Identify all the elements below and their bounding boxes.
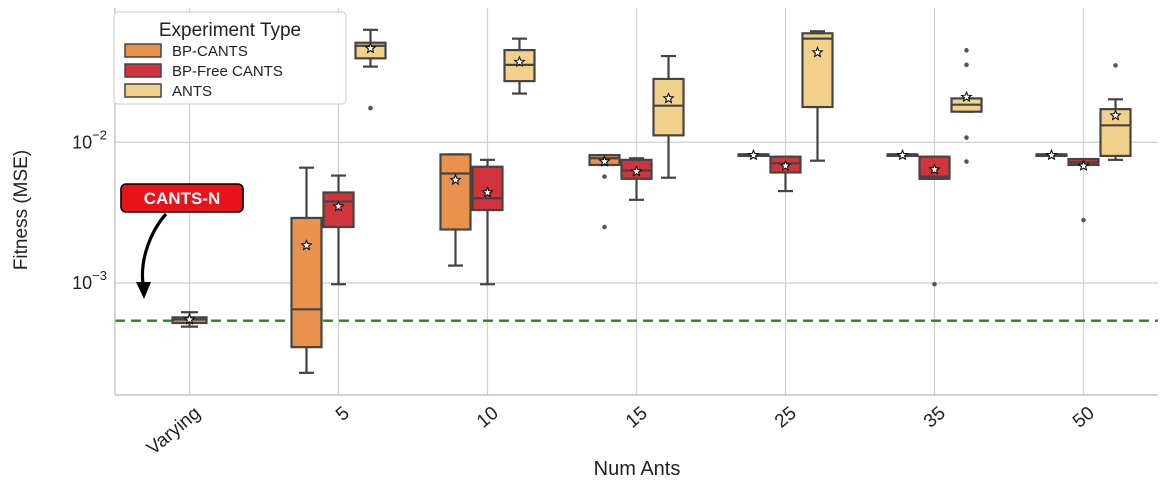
mean-marker [513,55,526,68]
y-tick-label: 10−3 [72,268,107,293]
annotation-text: CANTS-N [144,189,221,208]
legend-entry-label: BP-Free CANTS [172,63,283,80]
box-bp-cants-15 [588,154,621,230]
box-ants-10 [503,37,536,95]
legend-entry-label: BP-CANTS [172,43,248,60]
legend: Experiment Type BP-CANTS BP-Free CANTS ANT… [113,11,347,105]
outlier-point [368,105,373,111]
outlier-point [1081,217,1086,223]
x-tick-label: Varying [143,403,205,460]
outlier-point [602,224,607,230]
cants-n-annotation: CANTS-N [120,183,244,299]
box-body [652,77,685,137]
box-bp-free-cants-35 [918,155,951,287]
box-ants-50 [1099,63,1132,161]
mean-marker [960,90,973,103]
box-layer [171,28,1132,374]
outlier-point [964,135,969,140]
mean-marker [747,148,760,161]
legend-swatch [124,63,162,78]
y-axis-label: Fitness (MSE) [11,150,32,270]
box-bp-cants-5 [290,166,323,374]
legend-title: Experiment Type [159,20,301,41]
annotation-box [120,183,244,213]
mean-marker [364,42,377,54]
legend-swatch [124,43,162,58]
annotation-arrow-head [136,282,151,299]
x-tick-label: 50 [1069,403,1099,433]
box-bp-free-cants-15 [620,157,653,201]
mean-marker [811,46,824,58]
box-ants-25 [801,30,834,162]
mean-marker [630,165,643,177]
box-body [290,216,323,349]
x-tick-label: 10 [473,403,503,433]
outlier-point [964,48,969,53]
box-body [439,153,472,231]
outlier-point [964,159,969,164]
mean-marker [1077,159,1090,171]
legend-frame [113,11,347,105]
mean-marker [481,186,494,198]
box-bp-free-cants-5 [322,174,355,286]
y-tick-label: 10−2 [72,127,107,152]
x-tick-label: 35 [920,403,950,433]
outlier-point [964,62,969,68]
mean-marker [332,200,345,212]
annotation-arrow [140,212,168,285]
box-bp-cants-35 [886,148,919,161]
box-ants-5 [354,28,387,111]
mean-marker [779,159,792,171]
legend-swatch [124,83,162,98]
box-ants-35 [950,48,983,164]
legend-entry-label: ANTS [172,83,212,100]
outlier-point [1113,63,1118,68]
x-tick-label: 15 [622,403,652,433]
outlier-point [602,174,607,179]
box-bp-free-cants-25 [769,155,802,193]
box-body [801,32,834,109]
mean-marker [1045,148,1058,161]
mean-marker [896,148,909,161]
x-tick-label: 25 [771,403,801,433]
mean-marker [598,155,611,167]
mean-marker [300,239,313,251]
mean-marker [183,313,196,325]
box-cants-n-Varying [171,311,208,328]
box-bp-cants-50 [1035,148,1068,161]
box-bp-free-cants-50 [1067,157,1100,223]
x-axis-label: Num Ants [594,458,681,480]
box-bp-cants-25 [737,148,770,161]
x-tick-label: 5 [332,403,354,426]
mean-marker [449,173,462,186]
mean-marker [662,92,675,104]
mean-marker [928,163,941,175]
box-ants-15 [652,54,685,179]
box-body [322,191,355,229]
box-bp-cants-10 [439,153,472,267]
outlier-point [932,281,937,287]
mean-marker [1109,109,1122,121]
box-bp-free-cants-10 [471,158,504,286]
